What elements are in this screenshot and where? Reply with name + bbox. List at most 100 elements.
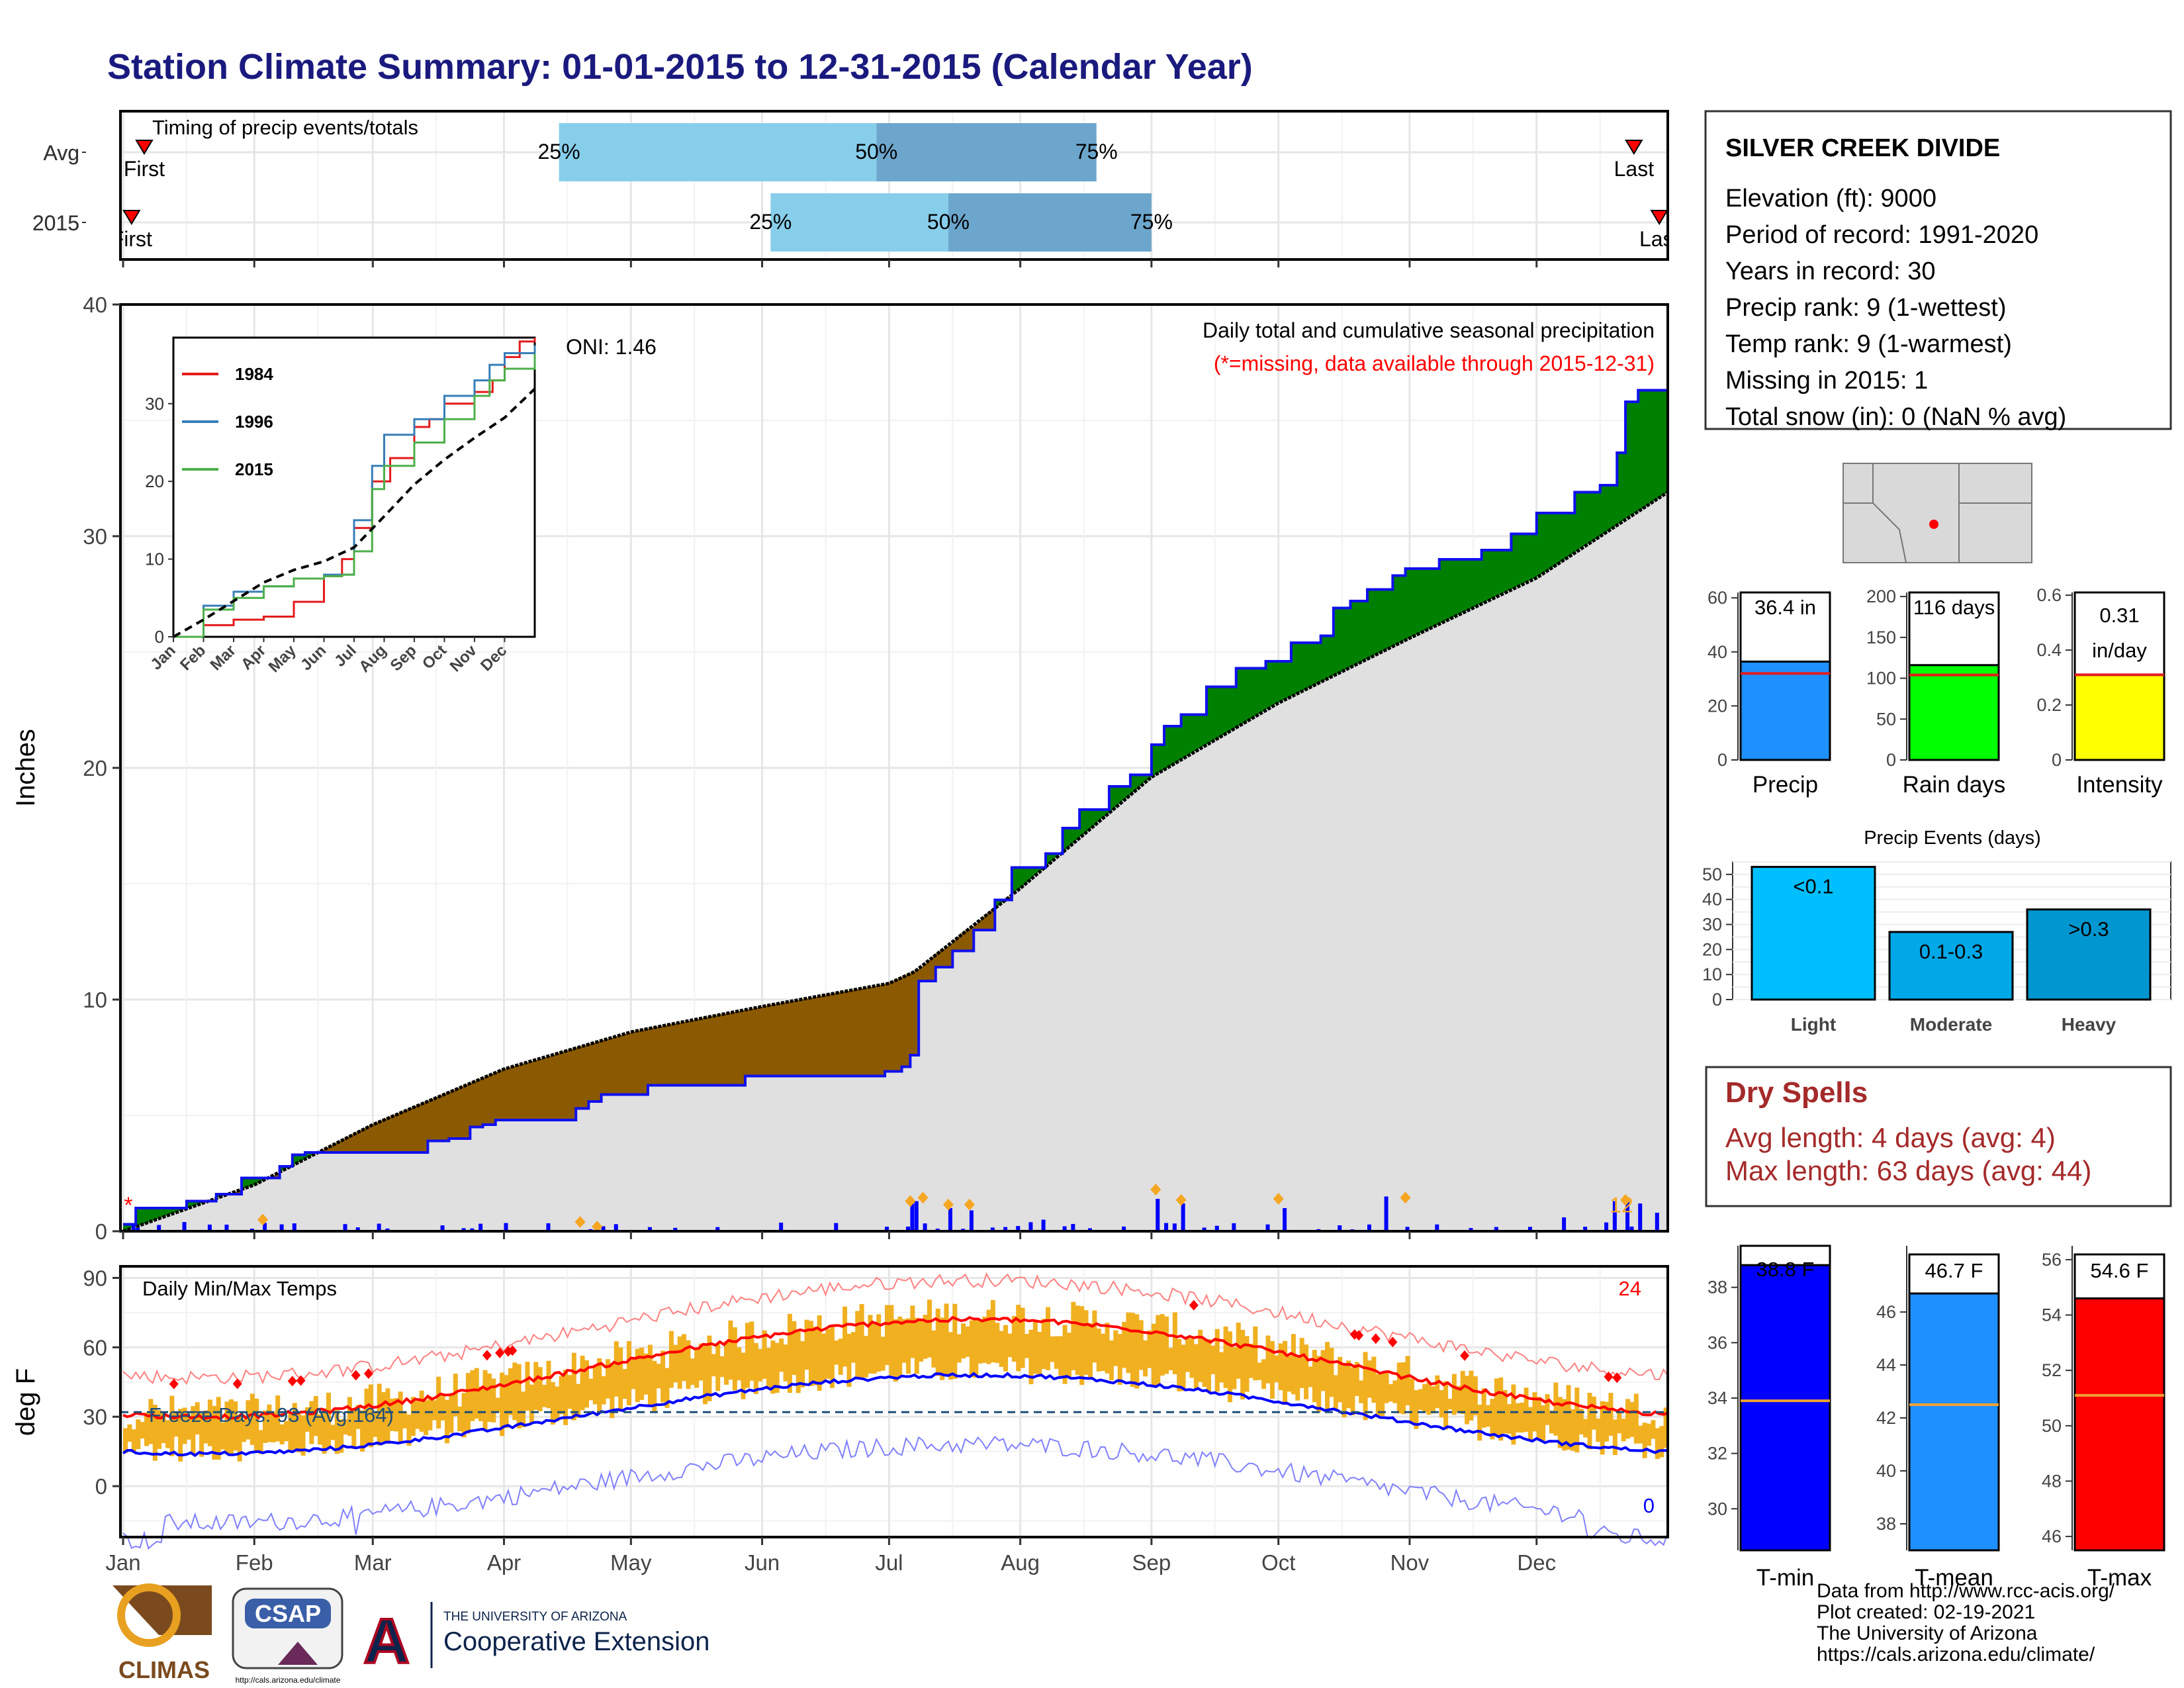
daily-temp-bar <box>347 1397 352 1436</box>
daily-temp-bar <box>1304 1344 1309 1399</box>
extreme-precip-marker <box>1175 1194 1187 1206</box>
station-info-line: Precip rank: 9 (1-wettest) <box>1725 294 2006 322</box>
events-ytick-label: 30 <box>1702 915 1722 935</box>
deviation-segment <box>360 1130 365 1152</box>
daily-temp-bar <box>1545 1394 1550 1425</box>
daily-temp-bar <box>1143 1340 1148 1377</box>
deviation-segment <box>250 1178 255 1186</box>
events-category-label: Moderate <box>1910 1014 1992 1035</box>
daily-precip-bar <box>1338 1225 1342 1231</box>
deviation-segment <box>1414 569 1419 635</box>
daily-temp-bar <box>1405 1356 1410 1405</box>
daily-temp-bar <box>1486 1405 1491 1427</box>
deviation-segment <box>940 950 945 967</box>
deviation-segment <box>770 1004 776 1076</box>
daily-temp-bar <box>1193 1344 1199 1391</box>
summary-value-label: 36.4 in <box>1754 596 1816 619</box>
daily-temp-bar <box>1117 1334 1122 1385</box>
daily-precip-bar <box>546 1223 551 1231</box>
dry-spells-panel: Dry Spells Avg length: 4 days (avg: 4)Max… <box>1705 1066 2172 1207</box>
deviation-segment <box>1401 575 1406 641</box>
csap-logo-url: http://cals.arizona.edu/climate <box>236 1675 341 1685</box>
deviation-segment <box>1214 686 1220 739</box>
deviation-segment <box>1024 867 1030 883</box>
daily-temp-bar <box>242 1419 247 1442</box>
deviation-segment <box>1066 828 1072 847</box>
deviation-segment <box>1647 390 1652 505</box>
extreme-precip-marker <box>592 1221 603 1233</box>
deviation-segment <box>1236 668 1241 727</box>
daily-temp-bar <box>1638 1425 1643 1444</box>
timing-marker <box>135 140 154 155</box>
deviation-segment <box>1629 402 1635 516</box>
deviation-segment <box>242 1178 247 1189</box>
daily-precip-bar <box>1156 1199 1160 1231</box>
daily-temp-bar <box>457 1406 463 1432</box>
daily-temp-bar <box>1172 1312 1177 1375</box>
summary-ytick-label: 150 <box>1866 628 1896 647</box>
daily-temp-bar <box>1198 1329 1203 1382</box>
daily-temp-bar <box>1295 1355 1300 1401</box>
daily-temp-bar <box>868 1315 873 1374</box>
deviation-segment <box>584 1045 590 1109</box>
daily-temp-bar <box>1160 1314 1165 1376</box>
daily-temp-bar <box>512 1362 518 1421</box>
deviation-segment <box>1168 726 1173 767</box>
deviation-segment <box>999 900 1004 904</box>
daily-temp-bar <box>783 1344 788 1382</box>
daily-temp-bar <box>474 1368 479 1419</box>
daily-temp-bar <box>580 1356 585 1411</box>
daily-temp-bar <box>1202 1338 1207 1387</box>
credits: Data from http://www.rcc-acis.org/ Plot … <box>1817 1581 2115 1665</box>
daily-temp-bar <box>546 1360 551 1409</box>
temp-value-box <box>1908 1253 2000 1295</box>
daily-temp-bar <box>1007 1333 1013 1358</box>
deviation-segment <box>1101 810 1106 819</box>
deviation-segment <box>868 986 873 1076</box>
deviation-segment <box>491 1073 496 1125</box>
deviation-segment <box>825 994 831 1076</box>
daily-precip-bar <box>1604 1222 1609 1231</box>
daily-temp-bar <box>999 1331 1004 1368</box>
deviation-segment <box>1134 774 1140 790</box>
daily-temp-bar <box>614 1341 619 1397</box>
deviation-segment <box>808 998 814 1076</box>
deviation-segment <box>144 1208 150 1223</box>
deviation-segment <box>601 1040 606 1095</box>
daily-temp-bar <box>1032 1321 1038 1374</box>
deviation-segment <box>195 1201 200 1205</box>
deviation-segment <box>639 1029 645 1095</box>
events-bar-label: >0.3 <box>2068 917 2109 941</box>
deviation-segment <box>1295 643 1300 694</box>
daily-temp-bar <box>703 1344 708 1405</box>
deviation-segment <box>406 1109 412 1152</box>
record-temp-marker <box>351 1370 361 1381</box>
deviation-segment <box>876 985 882 1076</box>
precip-ytick-label: 0 <box>95 1219 107 1244</box>
daily-temp-bar <box>389 1398 394 1431</box>
deviation-segment <box>508 1067 514 1120</box>
daily-precip-bar <box>834 1223 839 1231</box>
daily-temp-bar <box>1625 1399 1631 1439</box>
daily-precip-bar <box>1087 1228 1092 1231</box>
deviation-segment <box>1435 569 1440 626</box>
daily-temp-bar <box>1240 1329 1246 1400</box>
timing-row-label: 2015 <box>32 211 79 235</box>
temps-ytick-label: 60 <box>83 1335 107 1360</box>
timing-mask <box>86 108 119 263</box>
deviation-segment <box>982 916 987 930</box>
daily-precip-bar <box>601 1226 606 1231</box>
daily-temp-bar <box>1329 1348 1334 1397</box>
month-label: Oct <box>1261 1550 1295 1575</box>
daily-temp-bar <box>643 1353 649 1395</box>
deviation-segment <box>1511 534 1516 589</box>
events-bar-label: 0.1-0.3 <box>1919 940 1983 963</box>
deviation-segment <box>842 991 848 1076</box>
summary-box <box>1908 591 2000 667</box>
daily-precip-bar <box>279 1224 284 1231</box>
daily-temp-bar <box>491 1378 496 1423</box>
deviation-segment <box>1189 714 1195 754</box>
deviation-segment <box>127 1224 132 1229</box>
credit-line: The University of Arizona <box>1817 1622 2038 1644</box>
